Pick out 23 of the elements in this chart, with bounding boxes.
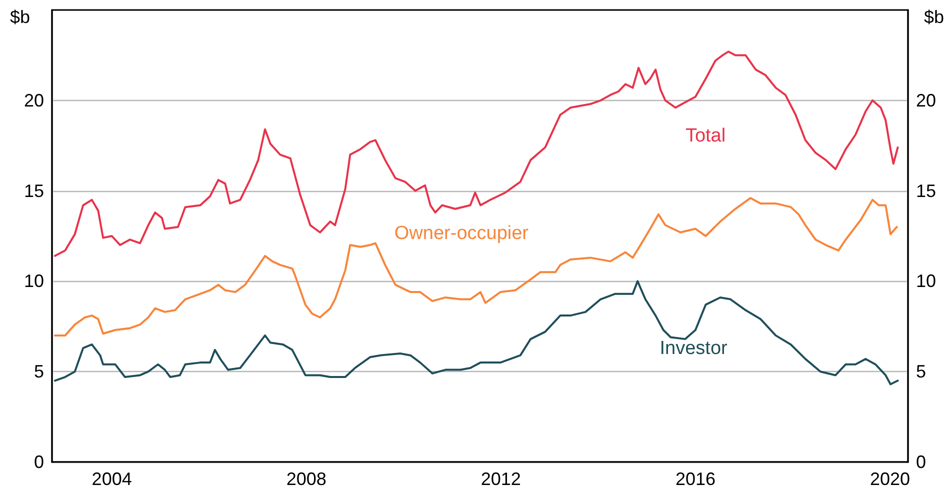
x-tick-label: 2016: [675, 469, 716, 489]
y-tick-label: 0: [34, 452, 44, 472]
line-series: [54, 50, 899, 257]
x-tick-label: 2008: [286, 469, 326, 489]
y2-tick-label: 10: [916, 271, 936, 292]
y-axis-title: $b: [10, 7, 30, 27]
x-tick-label: 2004: [92, 469, 132, 489]
y-tick-label: 20: [24, 90, 44, 110]
x-tick-label: 2020: [870, 469, 910, 489]
y-tick-label: 15: [24, 180, 44, 201]
y-tick-label: 10: [24, 271, 44, 292]
y2-tick-label: 15: [916, 180, 936, 201]
y2-tick-label: 20: [916, 90, 936, 110]
x-tick-label: 2012: [480, 469, 521, 489]
y2-axis-title: $b: [924, 7, 944, 27]
y2-tick-label: 0: [916, 452, 926, 472]
series-label: Owner-occupier: [394, 222, 530, 244]
y2-tick-label: 5: [916, 362, 926, 382]
y-tick-label: 5: [34, 362, 44, 382]
line-series: [54, 197, 898, 336]
line-series: [54, 280, 899, 386]
series-label: Total: [685, 126, 726, 147]
series-label: Investor: [660, 338, 728, 360]
